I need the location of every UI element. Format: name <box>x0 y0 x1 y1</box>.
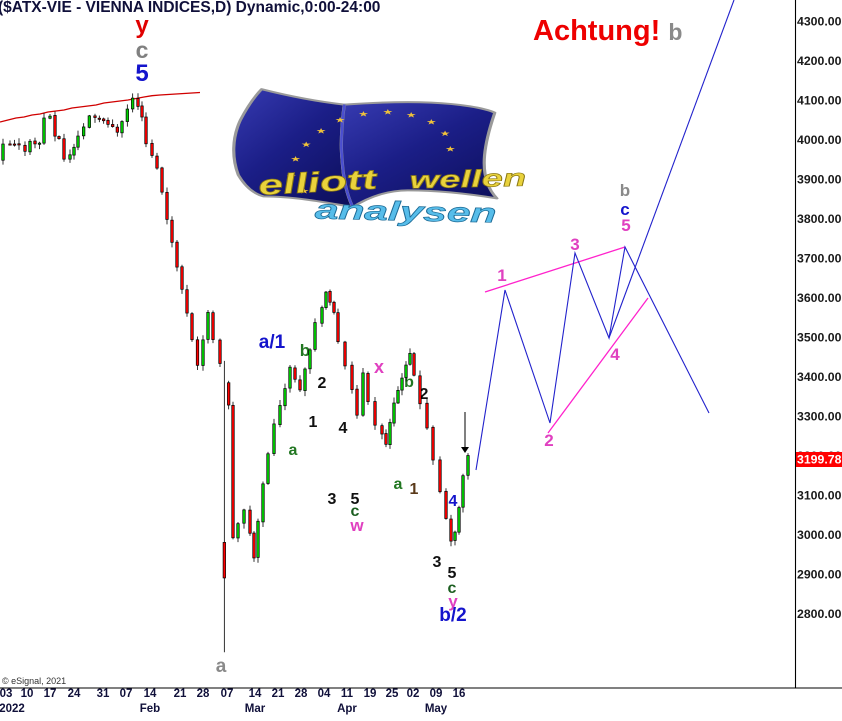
svg-text:2022: 2022 <box>0 703 25 715</box>
svg-text:19: 19 <box>364 688 377 700</box>
svg-text:a: a <box>289 442 298 459</box>
svg-text:4300.00: 4300.00 <box>797 15 842 29</box>
svg-text:3199.78: 3199.78 <box>797 453 842 467</box>
svg-text:★: ★ <box>301 141 312 149</box>
svg-text:★: ★ <box>440 130 451 138</box>
svg-text:2900.00: 2900.00 <box>797 568 842 582</box>
svg-text:1: 1 <box>410 481 419 498</box>
svg-text:a/1: a/1 <box>259 332 286 353</box>
svg-text:5: 5 <box>135 60 148 87</box>
svg-text:14: 14 <box>249 688 262 700</box>
svg-text:Mar: Mar <box>245 703 266 715</box>
svg-text:b: b <box>620 181 630 200</box>
svg-text:y: y <box>135 12 149 39</box>
svg-text:3400.00: 3400.00 <box>797 370 842 384</box>
svg-text:★: ★ <box>290 156 301 164</box>
svg-text:★: ★ <box>335 117 346 125</box>
svg-text:31: 31 <box>97 688 110 700</box>
svg-text:10: 10 <box>21 688 34 700</box>
svg-text:3: 3 <box>433 554 442 571</box>
svg-text:3100.00: 3100.00 <box>797 489 842 503</box>
svg-text:14: 14 <box>144 688 157 700</box>
svg-text:2: 2 <box>318 375 327 392</box>
svg-text:03: 03 <box>0 688 12 700</box>
svg-text:★: ★ <box>383 109 394 117</box>
svg-text:3600.00: 3600.00 <box>797 291 842 305</box>
svg-text:2800.00: 2800.00 <box>797 607 842 621</box>
svg-text:25: 25 <box>386 688 399 700</box>
svg-text:4000.00: 4000.00 <box>797 133 842 147</box>
svg-text:w: w <box>349 516 364 535</box>
svg-text:★: ★ <box>406 111 417 119</box>
svg-text:3800.00: 3800.00 <box>797 212 842 226</box>
svg-text:May: May <box>425 703 448 715</box>
svg-text:24: 24 <box>68 688 81 700</box>
svg-text:a: a <box>394 476 403 493</box>
svg-text:c: c <box>620 200 629 219</box>
svg-text:1: 1 <box>309 414 318 431</box>
svg-text:1: 1 <box>497 266 506 285</box>
svg-text:11: 11 <box>341 688 354 700</box>
svg-text:3000.00: 3000.00 <box>797 528 842 542</box>
svg-text:17: 17 <box>44 688 57 700</box>
svg-text:a: a <box>216 656 227 677</box>
svg-text:3700.00: 3700.00 <box>797 252 842 266</box>
svg-text:21: 21 <box>174 688 187 700</box>
svg-text:★: ★ <box>316 127 327 135</box>
svg-text:($ATX-VIE - VIENNA INDICES,D): ($ATX-VIE - VIENNA INDICES,D) Dynamic,0:… <box>0 0 380 16</box>
svg-text:3900.00: 3900.00 <box>797 173 842 187</box>
svg-text:★: ★ <box>426 119 437 127</box>
svg-text:4: 4 <box>339 420 348 437</box>
svg-text:analysen: analysen <box>314 194 497 228</box>
svg-text:★: ★ <box>445 145 456 153</box>
svg-text:3: 3 <box>570 235 579 254</box>
svg-text:4: 4 <box>449 493 458 510</box>
svg-text:4200.00: 4200.00 <box>797 54 842 68</box>
svg-text:04: 04 <box>318 688 331 700</box>
svg-text:b/2: b/2 <box>439 605 466 626</box>
svg-text:28: 28 <box>197 688 210 700</box>
svg-text:© eSignal, 2021: © eSignal, 2021 <box>2 676 66 686</box>
svg-text:07: 07 <box>120 688 133 700</box>
svg-text:2: 2 <box>544 431 553 450</box>
svg-text:Apr: Apr <box>337 703 357 715</box>
svg-text:3500.00: 3500.00 <box>797 331 842 345</box>
svg-text:21: 21 <box>272 688 285 700</box>
svg-text:09: 09 <box>430 688 443 700</box>
svg-text:wellen: wellen <box>409 164 527 194</box>
svg-text:★: ★ <box>358 111 369 119</box>
svg-text:16: 16 <box>453 688 466 700</box>
svg-text:Feb: Feb <box>140 703 160 715</box>
svg-text:Achtung! b: Achtung! b <box>533 15 682 47</box>
svg-text:4: 4 <box>610 345 620 364</box>
svg-text:07: 07 <box>221 688 234 700</box>
svg-text:4100.00: 4100.00 <box>797 94 842 108</box>
svg-text:3: 3 <box>328 491 337 508</box>
svg-text:3300.00: 3300.00 <box>797 410 842 424</box>
svg-text:28: 28 <box>295 688 308 700</box>
svg-text:02: 02 <box>407 688 420 700</box>
svg-text:x: x <box>374 357 384 377</box>
